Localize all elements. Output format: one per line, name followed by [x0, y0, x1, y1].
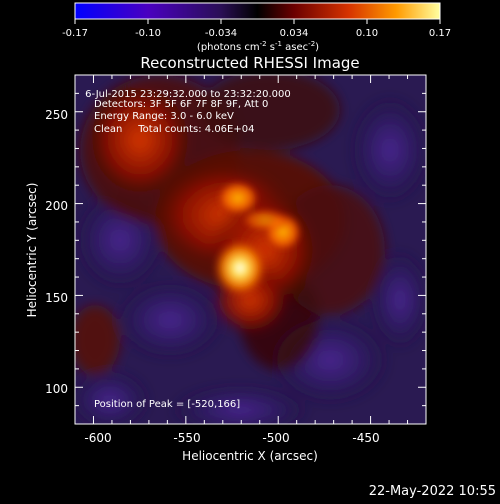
- colorbar-tick-label: -0.034: [205, 28, 237, 39]
- colorbar-tick-labels: -0.17 -0.10 -0.034 0.034 0.10 0.17: [62, 28, 451, 39]
- y-tick-labels: 250 200 150 100: [45, 108, 68, 396]
- y-tick-label: 150: [45, 291, 68, 305]
- x-tick-labels: -600 -550 -500 -450: [84, 431, 379, 445]
- colorbar-tick-label: 0.10: [356, 28, 378, 39]
- colorbar-unit-label: (photons cm-2 s-1 asec-2): [197, 40, 319, 53]
- info-line-counts: Clean Total counts: 4.06E+04: [94, 124, 254, 135]
- info-block: 6-Jul-2015 23:29:32.000 to 23:32:20.000 …: [82, 89, 291, 135]
- axis-ticks: [74, 74, 427, 425]
- rhessi-image: [75, 75, 426, 424]
- info-line-energy: Energy Range: 3.0 - 6.0 keV: [94, 111, 234, 122]
- y-tick-label: 100: [45, 382, 68, 396]
- colorbar-tick-label: 0.17: [429, 28, 451, 39]
- colorbar-tick-label: 0.034: [280, 28, 309, 39]
- y-axis-label: Heliocentric Y (arcsec): [25, 183, 39, 318]
- y-tick-label: 250: [45, 108, 68, 122]
- footer-date: 22-May-2022 10:55: [369, 484, 496, 499]
- x-tick-label: -500: [262, 431, 289, 445]
- x-tick-label: -600: [84, 431, 111, 445]
- colorbar-ticks: [74, 19, 441, 24]
- colorbar-tick-label: -0.10: [135, 28, 161, 39]
- x-tick-label: -550: [173, 431, 200, 445]
- info-line-detectors: Detectors: 3F 5F 6F 7F 8F 9F, Att 0: [94, 99, 268, 110]
- peak-position-label: Position of Peak = [-520,166]: [94, 399, 240, 410]
- x-axis-label: Heliocentric X (arcsec): [182, 449, 318, 463]
- colorbar-tick-label: -0.17: [62, 28, 88, 39]
- colorbar: [74, 2, 441, 20]
- plot-title: Reconstructed RHESSI Image: [140, 54, 359, 72]
- x-tick-label: -450: [352, 431, 379, 445]
- plot-frame: [74, 74, 427, 425]
- info-line-time: 6-Jul-2015 23:29:32.000 to 23:32:20.000: [82, 89, 291, 100]
- y-tick-label: 200: [45, 199, 68, 213]
